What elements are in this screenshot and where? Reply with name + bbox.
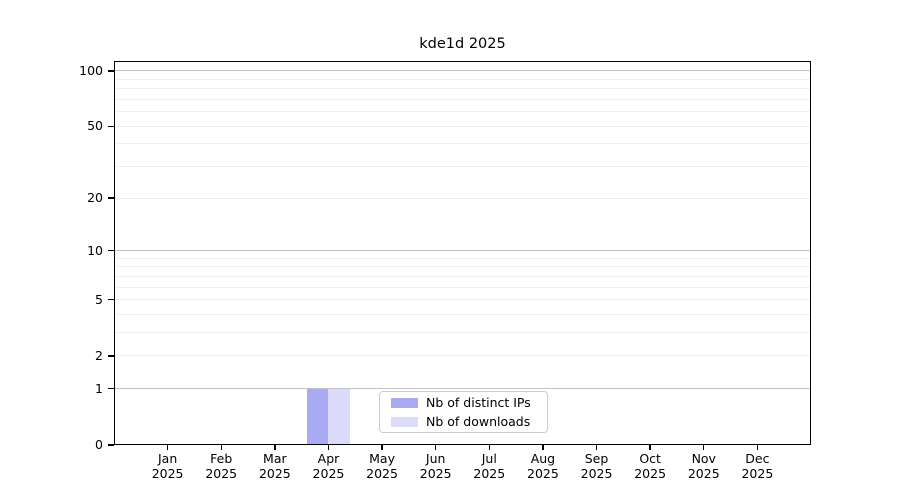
x-tick-year: 2025 bbox=[258, 466, 291, 481]
x-tick-mark bbox=[220, 445, 222, 450]
minor-gridline bbox=[114, 125, 811, 127]
y-tick-label: 10 bbox=[87, 242, 103, 258]
legend-label-distinct-ips: Nb of distinct IPs bbox=[426, 394, 531, 410]
legend-item-distinct-ips: Nb of distinct IPs bbox=[391, 395, 539, 411]
minor-gridline bbox=[114, 257, 811, 259]
minor-gridline bbox=[114, 266, 811, 268]
x-tick-year: 2025 bbox=[312, 466, 345, 481]
bar-apr-distinct-ips bbox=[306, 388, 329, 445]
y-tick-mark bbox=[108, 444, 114, 446]
legend-swatch-downloads-icon bbox=[391, 416, 418, 427]
x-tick-mark bbox=[381, 445, 383, 450]
major-gridline bbox=[114, 388, 811, 390]
legend-label-downloads: Nb of downloads bbox=[426, 413, 531, 429]
major-gridline bbox=[114, 250, 811, 252]
x-tick-year: 2025 bbox=[634, 466, 667, 481]
x-tick-mark bbox=[274, 445, 276, 450]
bar-apr-downloads bbox=[328, 388, 350, 445]
y-tick-mark bbox=[108, 125, 114, 127]
minor-gridline bbox=[114, 286, 811, 288]
minor-gridline bbox=[114, 88, 811, 90]
x-tick-label: Dec 2025 bbox=[727, 451, 787, 481]
x-tick-mark bbox=[649, 445, 651, 450]
bar-layer bbox=[114, 61, 811, 445]
minor-gridline bbox=[114, 314, 811, 315]
y-tick-label: 5 bbox=[95, 291, 103, 307]
y-tick-label: 1 bbox=[95, 380, 103, 396]
y-tick-label: 0 bbox=[95, 437, 103, 452]
minor-gridline bbox=[114, 197, 811, 199]
x-tick-label: Apr 2025 bbox=[298, 451, 358, 481]
y-tick-mark bbox=[108, 299, 114, 301]
legend-item-downloads: Nb of downloads bbox=[391, 414, 539, 430]
x-tick-label: Jul 2025 bbox=[459, 451, 519, 481]
x-tick-label: Jun 2025 bbox=[406, 451, 466, 481]
x-tick-label: Feb 2025 bbox=[191, 451, 251, 481]
x-tick-mark bbox=[595, 445, 598, 450]
minor-gridline bbox=[114, 355, 811, 357]
x-tick-year: 2025 bbox=[205, 466, 238, 481]
x-tick-label: May 2025 bbox=[352, 451, 412, 481]
minor-gridline bbox=[114, 332, 811, 334]
legend-swatch-distinct-ips-icon bbox=[391, 397, 418, 408]
x-tick-year: 2025 bbox=[473, 466, 506, 481]
x-tick-label: Oct 2025 bbox=[620, 451, 680, 481]
minor-gridline bbox=[114, 299, 811, 301]
y-tick-mark bbox=[108, 388, 114, 390]
y-tick-label: 50 bbox=[87, 118, 103, 134]
x-tick-year: 2025 bbox=[741, 466, 774, 481]
x-tick-mark bbox=[703, 445, 705, 450]
x-tick-mark bbox=[488, 445, 490, 450]
x-tick-mark bbox=[166, 445, 169, 450]
y-tick-mark bbox=[108, 70, 114, 72]
chart-title: kde1d 2025 bbox=[419, 36, 506, 52]
x-tick-label: Sep 2025 bbox=[567, 451, 627, 481]
x-tick-mark bbox=[327, 445, 330, 450]
x-tick-label: Mar 2025 bbox=[245, 451, 305, 481]
minor-gridline bbox=[114, 78, 811, 80]
y-tick-mark bbox=[108, 355, 114, 357]
minor-gridline bbox=[114, 111, 811, 113]
y-tick-label: 2 bbox=[95, 347, 103, 363]
x-tick-label: Nov 2025 bbox=[674, 451, 734, 481]
y-tick-mark bbox=[108, 249, 114, 252]
minor-gridline bbox=[114, 166, 811, 168]
minor-gridline bbox=[114, 275, 811, 277]
x-tick-year: 2025 bbox=[419, 466, 452, 481]
x-tick-label: Jan 2025 bbox=[138, 451, 198, 481]
y-tick-label: 100 bbox=[79, 62, 103, 78]
x-tick-mark bbox=[756, 445, 759, 450]
x-tick-mark bbox=[434, 445, 437, 450]
x-tick-year: 2025 bbox=[580, 466, 613, 481]
gridline-layer bbox=[114, 61, 811, 445]
minor-gridline bbox=[114, 143, 811, 145]
x-tick-label: Aug 2025 bbox=[513, 451, 573, 481]
x-tick-year: 2025 bbox=[366, 466, 398, 481]
major-gridline bbox=[114, 70, 811, 72]
x-tick-year: 2025 bbox=[151, 466, 184, 481]
minor-gridline bbox=[114, 98, 811, 100]
y-tick-label: 20 bbox=[87, 190, 103, 206]
x-tick-mark bbox=[542, 445, 544, 450]
x-tick-year: 2025 bbox=[687, 466, 720, 481]
x-tick-year: 2025 bbox=[527, 466, 559, 481]
y-tick-mark bbox=[108, 197, 114, 199]
legend: Nb of distinct IPs Nb of downloads bbox=[379, 391, 548, 433]
